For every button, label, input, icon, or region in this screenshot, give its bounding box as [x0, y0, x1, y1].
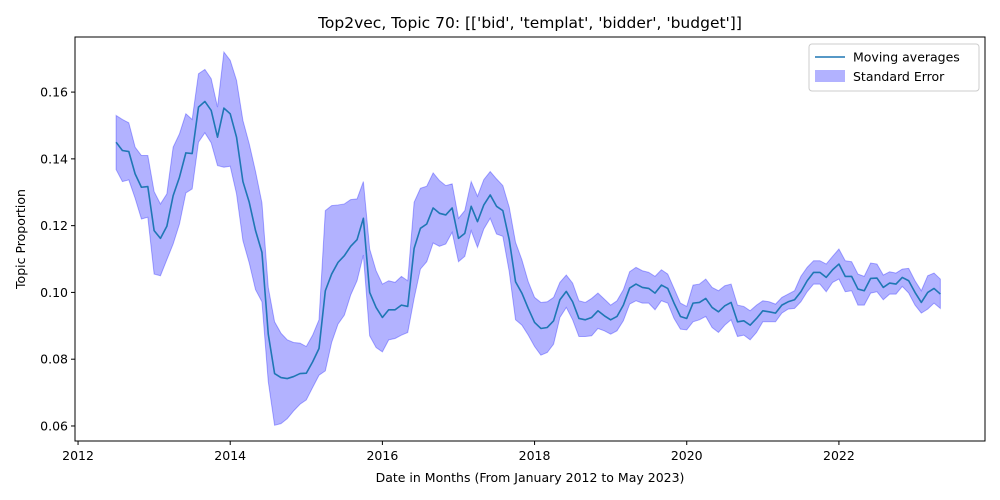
y-tick-label: 0.14	[40, 151, 68, 166]
legend-band-swatch	[815, 70, 845, 82]
x-tick-label: 2022	[823, 448, 855, 463]
axes-frame	[74, 36, 986, 442]
legend-box	[808, 43, 980, 92]
y-tick-label: 0.06	[40, 418, 68, 433]
x-axis-label: Date in Months (From January 2012 to May…	[376, 470, 685, 485]
plot-area	[74, 36, 986, 442]
legend-label-standard-error: Standard Error	[853, 69, 945, 84]
x-tick-label: 2014	[214, 448, 246, 463]
chart-title: Top2vec, Topic 70: [['bid', 'templat', '…	[317, 14, 742, 32]
legend-label-moving-averages: Moving averages	[853, 50, 960, 65]
y-tick-label: 0.08	[40, 352, 68, 367]
legend: Moving averages Standard Error	[808, 43, 980, 92]
x-tick-label: 2016	[366, 448, 398, 463]
x-tick-label: 2020	[671, 448, 703, 463]
moving-averages-line	[115, 100, 941, 380]
y-tick-label: 0.10	[40, 285, 68, 300]
standard-error-band	[115, 50, 941, 426]
x-tick-label: 2018	[519, 448, 551, 463]
x-tick-label: 2012	[62, 448, 94, 463]
x-axis-ticks: 2012 2014 2016 2018 2020 2022	[62, 441, 855, 463]
y-axis-label: Topic Proportion	[13, 189, 28, 290]
y-axis-ticks: 0.06 0.08 0.10 0.12 0.14 0.16	[40, 85, 75, 433]
y-tick-label: 0.12	[40, 218, 68, 233]
y-tick-label: 0.16	[40, 85, 68, 100]
